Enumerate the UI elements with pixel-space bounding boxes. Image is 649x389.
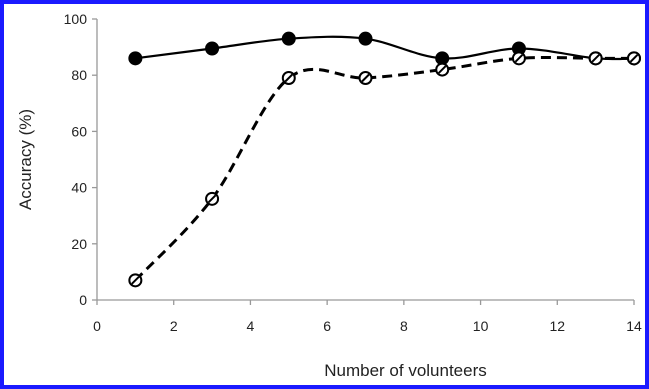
- series-1: [128, 31, 641, 66]
- series-1-point-4: [358, 31, 373, 46]
- point-slash: [131, 276, 140, 285]
- y-tick-label-40: 40: [71, 180, 87, 196]
- series-layer: [128, 31, 641, 288]
- point-slash: [629, 54, 639, 63]
- point-slash: [438, 65, 447, 74]
- x-tick-label-4: 4: [247, 318, 255, 334]
- x-tick-label-14: 14: [626, 318, 642, 334]
- x-tick-label-0: 0: [93, 318, 101, 334]
- series-2: [128, 51, 641, 288]
- tick-labels: 0 20 40 60 80 100 0 2 4 6 8 10 12 14: [64, 11, 642, 334]
- series-2-point-8: [627, 51, 641, 66]
- x-tick-label-6: 6: [323, 318, 331, 334]
- y-tick-label-80: 80: [71, 67, 87, 83]
- series-2-point-3: [281, 71, 296, 86]
- series-2-point-7: [588, 51, 603, 66]
- series-1-point-2: [205, 41, 220, 56]
- point-slash: [284, 73, 293, 83]
- series-2-point-4: [358, 71, 373, 86]
- series-2-point-5: [435, 62, 450, 77]
- series-2-point-1: [128, 273, 143, 288]
- series-1-point-1: [128, 51, 143, 66]
- series-1-point-3: [281, 31, 296, 46]
- point-slash: [361, 73, 370, 83]
- y-tick-label-100: 100: [64, 11, 88, 27]
- x-tick-label-8: 8: [400, 318, 408, 334]
- series-2-point-2: [205, 191, 220, 206]
- x-tick-label-10: 10: [473, 318, 489, 334]
- point-slash: [207, 194, 217, 204]
- x-tick-label-12: 12: [549, 318, 565, 334]
- axes: [92, 18, 635, 305]
- x-tick-label-2: 2: [170, 318, 178, 334]
- series-2-point-6: [511, 51, 526, 66]
- y-tick-label-60: 60: [71, 123, 87, 139]
- point-slash: [591, 54, 600, 63]
- y-tick-label-0: 0: [79, 292, 87, 308]
- x-axis-title: Number of volunteers: [324, 361, 487, 380]
- point-slash: [514, 54, 524, 63]
- series-2-line: [134, 56, 634, 282]
- y-axis-title: Accuracy (%): [16, 109, 35, 210]
- y-tick-label-20: 20: [71, 236, 87, 252]
